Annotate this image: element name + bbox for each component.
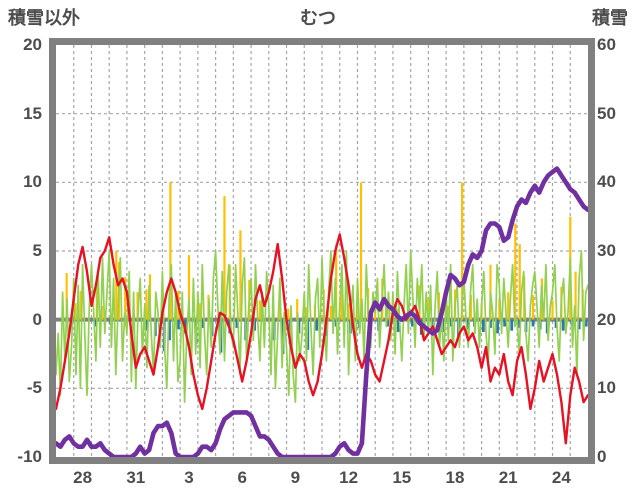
left-axis-tick-0: 0 bbox=[32, 309, 42, 329]
x-axis-tick-28: 28 bbox=[73, 468, 93, 487]
right-axis-title: 積雪 bbox=[592, 8, 628, 28]
x-axis-tick-31: 31 bbox=[126, 468, 146, 487]
series-red-line bbox=[56, 233, 588, 445]
right-axis-tick-50: 50 bbox=[597, 103, 616, 123]
right-axis-tick-0: 0 bbox=[597, 447, 607, 466]
x-axis-tick-3: 3 bbox=[184, 468, 194, 487]
left-axis-tick--10: -10 bbox=[17, 447, 42, 466]
x-axis-tick-24: 24 bbox=[551, 468, 571, 487]
right-axis-tick-10: 10 bbox=[597, 378, 616, 398]
x-axis-tick-15: 15 bbox=[392, 468, 412, 487]
left-axis-tick-5: 5 bbox=[32, 241, 42, 260]
x-axis-tick-21: 21 bbox=[498, 468, 518, 487]
x-axis-tick-18: 18 bbox=[445, 468, 465, 487]
right-axis-tick-60: 60 bbox=[597, 35, 616, 54]
plot-border bbox=[49, 38, 595, 464]
series-purple-line bbox=[56, 166, 588, 457]
left-axis-tick-10: 10 bbox=[23, 172, 42, 192]
series-green-line bbox=[56, 250, 588, 403]
right-axis-tick-30: 30 bbox=[597, 241, 616, 260]
left-axis-tick--5: -5 bbox=[26, 378, 42, 398]
gridlines bbox=[56, 45, 588, 457]
x-axis-tick-12: 12 bbox=[339, 468, 359, 487]
chart-title: むつ bbox=[300, 8, 336, 28]
left-axis-title: 積雪以外 bbox=[8, 8, 80, 28]
left-axis-tick-15: 15 bbox=[23, 103, 42, 123]
right-axis-tick-20: 20 bbox=[597, 309, 616, 329]
right-axis-tick-40: 40 bbox=[597, 172, 616, 192]
x-axis-tick-9: 9 bbox=[290, 468, 301, 487]
x-axis-tick-6: 6 bbox=[237, 468, 247, 487]
left-axis-tick-20: 20 bbox=[23, 35, 42, 54]
